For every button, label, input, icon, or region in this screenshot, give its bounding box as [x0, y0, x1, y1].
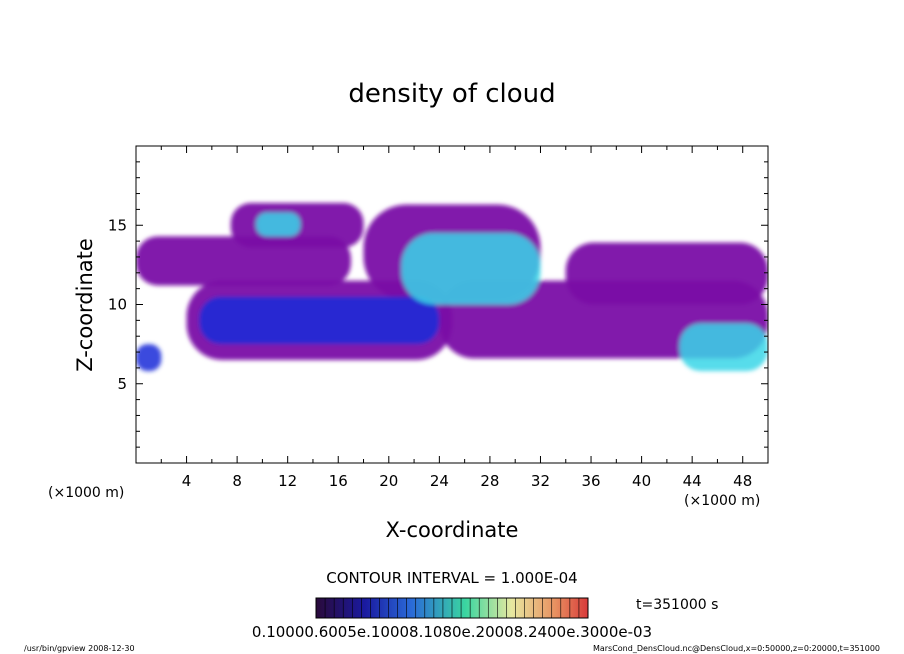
colorbar-tick-labels: 0.10000.6005e.10008.1080e.20008.2400e.30… — [252, 623, 652, 641]
colorbar-segments — [324, 598, 580, 618]
x-tick-label: 28 — [480, 472, 499, 490]
x-tick-label: 24 — [430, 472, 449, 490]
time-text: t=351000 s — [636, 597, 718, 613]
x-tick-label: 4 — [182, 472, 192, 490]
x-tick-label: 16 — [329, 472, 348, 490]
x-tick-label: 12 — [278, 472, 297, 490]
x-tick-label: 40 — [632, 472, 651, 490]
x-unit-left: (×1000 m) — [48, 485, 124, 501]
cloud-region — [565, 242, 768, 305]
x-tick-label: 32 — [531, 472, 550, 490]
y-axis: 5 10 15 — [108, 161, 768, 448]
y-tick-label: 10 — [108, 296, 127, 314]
y-axis-label: Z-coordinate — [73, 238, 97, 372]
x-tick-label: 36 — [581, 472, 600, 490]
cloud-region — [401, 233, 541, 305]
x-tick-label: 44 — [683, 472, 702, 490]
cloud-region — [136, 236, 351, 286]
cloud-field — [136, 203, 768, 372]
x-tick-label: 48 — [733, 472, 752, 490]
cloud-region — [199, 296, 440, 345]
y-tick-label: 15 — [108, 216, 127, 234]
cloud-region — [136, 344, 162, 372]
x-unit-right: (×1000 m) — [684, 493, 760, 509]
y-tick-label: 5 — [117, 375, 127, 393]
cloud-region — [256, 212, 301, 237]
cloud-region — [679, 323, 768, 372]
x-tick-label: 8 — [232, 472, 242, 490]
x-tick-label: 20 — [379, 472, 398, 490]
contour-interval-text: CONTOUR INTERVAL = 1.000E-04 — [326, 569, 577, 587]
footer-left: /usr/bin/gpview 2008-12-30 — [24, 644, 135, 653]
plot-area — [136, 203, 768, 372]
chart-title: density of cloud — [348, 79, 555, 109]
x-axis: 4 8 12 16 20 24 28 32 36 40 44 48 — [160, 146, 752, 490]
footer-right: MarsCond_DensCloud.nc@DensCloud,x=0:5000… — [593, 644, 880, 653]
x-axis-label: X-coordinate — [386, 518, 519, 542]
